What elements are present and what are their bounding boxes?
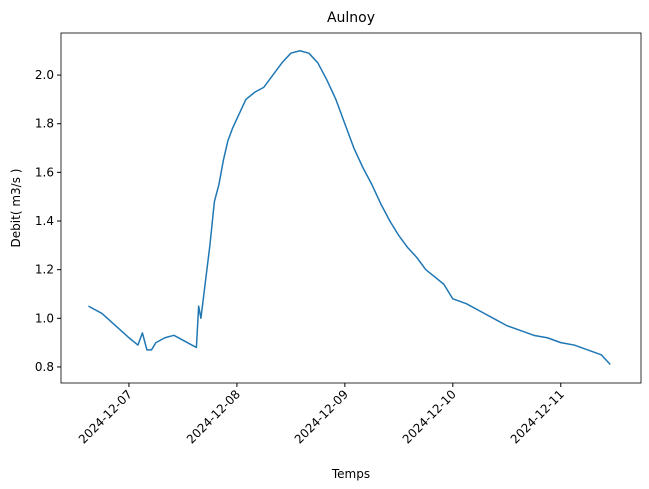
x-tick-label: 2024-12-09	[292, 387, 351, 446]
y-tick-label: 1.2	[35, 263, 54, 277]
plot-frame	[60, 32, 642, 384]
y-tick-label: 0.8	[35, 360, 54, 374]
y-tick-label: 1.0	[35, 311, 54, 325]
x-tick-label: 2024-12-08	[184, 387, 243, 446]
y-axis-label: Debit( m3/s )	[9, 169, 23, 248]
x-tick-label: 2024-12-11	[508, 387, 567, 446]
x-tick-label: 2024-12-07	[76, 387, 135, 446]
y-tick-label: 1.6	[35, 165, 54, 179]
y-tick-label: 2.0	[35, 68, 54, 82]
x-tick-label: 2024-12-10	[400, 387, 459, 446]
data-line	[88, 50, 611, 366]
y-tick-label: 1.8	[35, 117, 54, 131]
chart-title: Aulnoy	[327, 10, 375, 26]
x-axis-label: Temps	[331, 467, 370, 481]
y-tick-label: 1.4	[35, 214, 54, 228]
